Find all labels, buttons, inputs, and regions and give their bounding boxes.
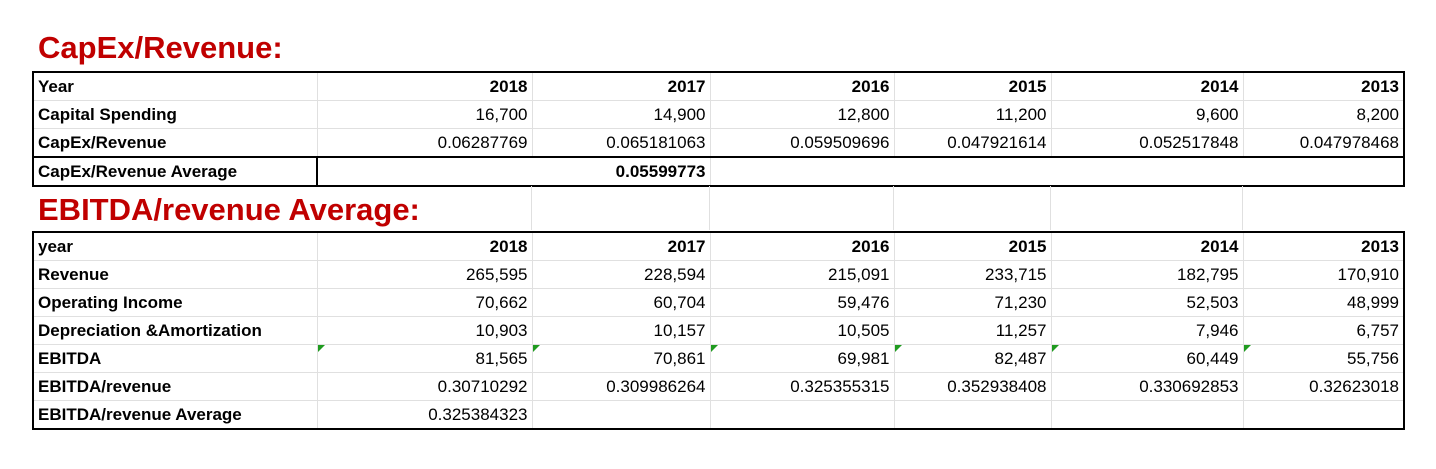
value-cell[interactable]: 69,981 (710, 344, 895, 373)
value-cell[interactable]: 2018 (317, 232, 533, 261)
error-indicator-icon (710, 345, 718, 352)
value-cell[interactable]: 0.065181063 (532, 128, 711, 158)
value-cell[interactable]: 2016 (710, 72, 895, 101)
value-cell[interactable]: 0.052517848 (1051, 128, 1244, 158)
value-cell[interactable]: 16,700 (317, 100, 533, 129)
average-label[interactable]: CapEx/Revenue Average (33, 156, 318, 187)
table-row: Year 2018 2017 2016 2015 2014 2013 (33, 72, 1405, 101)
spreadsheet-gap-gridlines (32, 186, 1403, 230)
value-cell[interactable]: 215,091 (710, 260, 895, 289)
value-cell[interactable]: 71,230 (894, 288, 1052, 317)
empty-cell[interactable] (532, 400, 711, 430)
value-cell[interactable]: 2014 (1051, 232, 1244, 261)
value-cell[interactable]: 48,999 (1243, 288, 1405, 317)
row-label[interactable]: year (33, 232, 318, 261)
value-cell[interactable]: 6,757 (1243, 316, 1405, 345)
table-row: year 2018 2017 2016 2015 2014 2013 (33, 232, 1405, 261)
value-cell[interactable]: 0.352938408 (894, 372, 1052, 401)
value-cell[interactable]: 10,505 (710, 316, 895, 345)
value-cell[interactable]: 14,900 (532, 100, 711, 129)
value-cell[interactable]: 0.325355315 (710, 372, 895, 401)
value-cell[interactable]: 2013 (1243, 72, 1405, 101)
average-label[interactable]: EBITDA/revenue Average (33, 400, 318, 430)
table-row: EBITDA/revenue 0.30710292 0.309986264 0.325… (33, 372, 1405, 401)
empty-cell[interactable] (894, 156, 1052, 187)
capex-revenue-heading: CapEx/Revenue: (38, 30, 283, 65)
value-cell[interactable]: 11,257 (894, 316, 1052, 345)
table-row: Revenue 265,595 228,594 215,091 233,715 182,7… (33, 260, 1405, 289)
value-cell[interactable]: 0.30710292 (317, 372, 533, 401)
value-cell[interactable]: 233,715 (894, 260, 1052, 289)
row-label[interactable]: Year (33, 72, 318, 101)
value-cell[interactable]: 2018 (317, 72, 533, 101)
value-cell[interactable]: 0.047978468 (1243, 128, 1405, 158)
average-value[interactable]: 0.325384323 (317, 400, 533, 430)
table-row: CapEx/Revenue 0.06287769 0.065181063 0.0595… (33, 128, 1405, 158)
value-cell[interactable]: 0.059509696 (710, 128, 895, 158)
average-value[interactable]: 0.05599773 (532, 156, 711, 187)
row-label[interactable]: CapEx/Revenue (33, 128, 318, 158)
value-cell[interactable]: 2014 (1051, 72, 1244, 101)
value-cell[interactable]: 170,910 (1243, 260, 1405, 289)
capex-table: Year 2018 2017 2016 2015 2014 2013 Capital Spen… (32, 71, 1405, 187)
value-cell[interactable]: 7,946 (1051, 316, 1244, 345)
value-cell[interactable]: 8,200 (1243, 100, 1405, 129)
value-cell[interactable]: 2016 (710, 232, 895, 261)
table-row: Capital Spending 16,700 14,900 12,800 11,200… (33, 100, 1405, 129)
value-cell[interactable]: 81,565 (317, 344, 533, 373)
empty-cell[interactable] (894, 400, 1052, 430)
value-cell[interactable]: 265,595 (317, 260, 533, 289)
table-row: Depreciation &Amortization 10,903 10,157 10… (33, 316, 1405, 345)
value-cell[interactable]: 70,861 (532, 344, 711, 373)
empty-cell[interactable] (1243, 400, 1405, 430)
value-cell[interactable]: 0.330692853 (1051, 372, 1244, 401)
error-indicator-icon (317, 345, 325, 352)
row-label[interactable]: Revenue (33, 260, 318, 289)
value-cell[interactable]: 0.047921614 (894, 128, 1052, 158)
row-label[interactable]: Depreciation &Amortization (33, 316, 318, 345)
error-indicator-icon (1051, 345, 1059, 352)
value-cell[interactable]: 10,903 (317, 316, 533, 345)
value-cell[interactable]: 0.309986264 (532, 372, 711, 401)
value-cell[interactable]: 2017 (532, 72, 711, 101)
error-indicator-icon (532, 345, 540, 352)
table-row: CapEx/Revenue Average 0.05599773 (33, 156, 1405, 187)
table-row: Operating Income 70,662 60,704 59,476 71,230… (33, 288, 1405, 317)
value-cell[interactable]: 52,503 (1051, 288, 1244, 317)
value-cell[interactable]: 59,476 (710, 288, 895, 317)
row-label[interactable]: Operating Income (33, 288, 318, 317)
table-row: EBITDA 81,565 70,861 69,981 82,487 60,449 55,7… (33, 344, 1405, 373)
value-cell[interactable]: 70,662 (317, 288, 533, 317)
empty-cell[interactable] (1243, 156, 1405, 187)
value-cell[interactable]: 2015 (894, 72, 1052, 101)
value-cell[interactable]: 60,449 (1051, 344, 1244, 373)
value-cell[interactable]: 11,200 (894, 100, 1052, 129)
empty-cell[interactable] (1051, 400, 1244, 430)
empty-cell[interactable] (317, 156, 533, 187)
empty-cell[interactable] (710, 156, 895, 187)
empty-cell[interactable] (1051, 156, 1244, 187)
value-cell[interactable]: 0.32623018 (1243, 372, 1405, 401)
value-cell[interactable]: 228,594 (532, 260, 711, 289)
value-cell[interactable]: 2017 (532, 232, 711, 261)
value-cell[interactable]: 2015 (894, 232, 1052, 261)
row-label[interactable]: EBITDA/revenue (33, 372, 318, 401)
row-label[interactable]: EBITDA (33, 344, 318, 373)
value-cell[interactable]: 0.06287769 (317, 128, 533, 158)
error-indicator-icon (1243, 345, 1251, 352)
value-cell[interactable]: 60,704 (532, 288, 711, 317)
value-cell[interactable]: 12,800 (710, 100, 895, 129)
table-row: EBITDA/revenue Average 0.325384323 (33, 400, 1405, 430)
row-label[interactable]: Capital Spending (33, 100, 318, 129)
ebitda-revenue-heading: EBITDA/revenue Average: (38, 192, 420, 227)
value-cell[interactable]: 55,756 (1243, 344, 1405, 373)
ebitda-table: year 2018 2017 2016 2015 2014 2013 Revenue 265,5… (32, 231, 1405, 430)
value-cell[interactable]: 10,157 (532, 316, 711, 345)
value-cell[interactable]: 182,795 (1051, 260, 1244, 289)
error-indicator-icon (894, 345, 902, 352)
empty-cell[interactable] (710, 400, 895, 430)
value-cell[interactable]: 82,487 (894, 344, 1052, 373)
value-cell[interactable]: 2013 (1243, 232, 1405, 261)
value-cell[interactable]: 9,600 (1051, 100, 1244, 129)
